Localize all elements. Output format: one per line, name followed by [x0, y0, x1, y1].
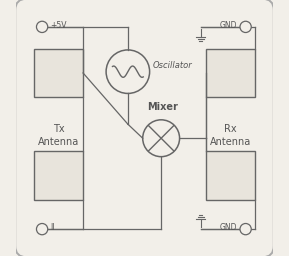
Text: +5V: +5V [50, 21, 67, 30]
Bar [34, 49, 83, 97]
Circle shape [36, 223, 48, 235]
Bar [206, 49, 255, 97]
Text: Tx
Antenna: Tx Antenna [38, 124, 79, 147]
Bar [34, 151, 83, 200]
Circle shape [240, 21, 251, 33]
Text: GND: GND [220, 223, 238, 232]
Bar [206, 151, 255, 200]
Text: GND: GND [220, 21, 238, 30]
Circle shape [36, 21, 48, 33]
Text: Rx
Antenna: Rx Antenna [210, 124, 251, 147]
Circle shape [143, 120, 179, 157]
Circle shape [240, 223, 251, 235]
Text: II: II [50, 223, 55, 232]
Text: Oscillator: Oscillator [152, 61, 192, 70]
Text: Mixer: Mixer [147, 102, 178, 112]
Circle shape [106, 50, 150, 93]
FancyBboxPatch shape [15, 0, 274, 256]
